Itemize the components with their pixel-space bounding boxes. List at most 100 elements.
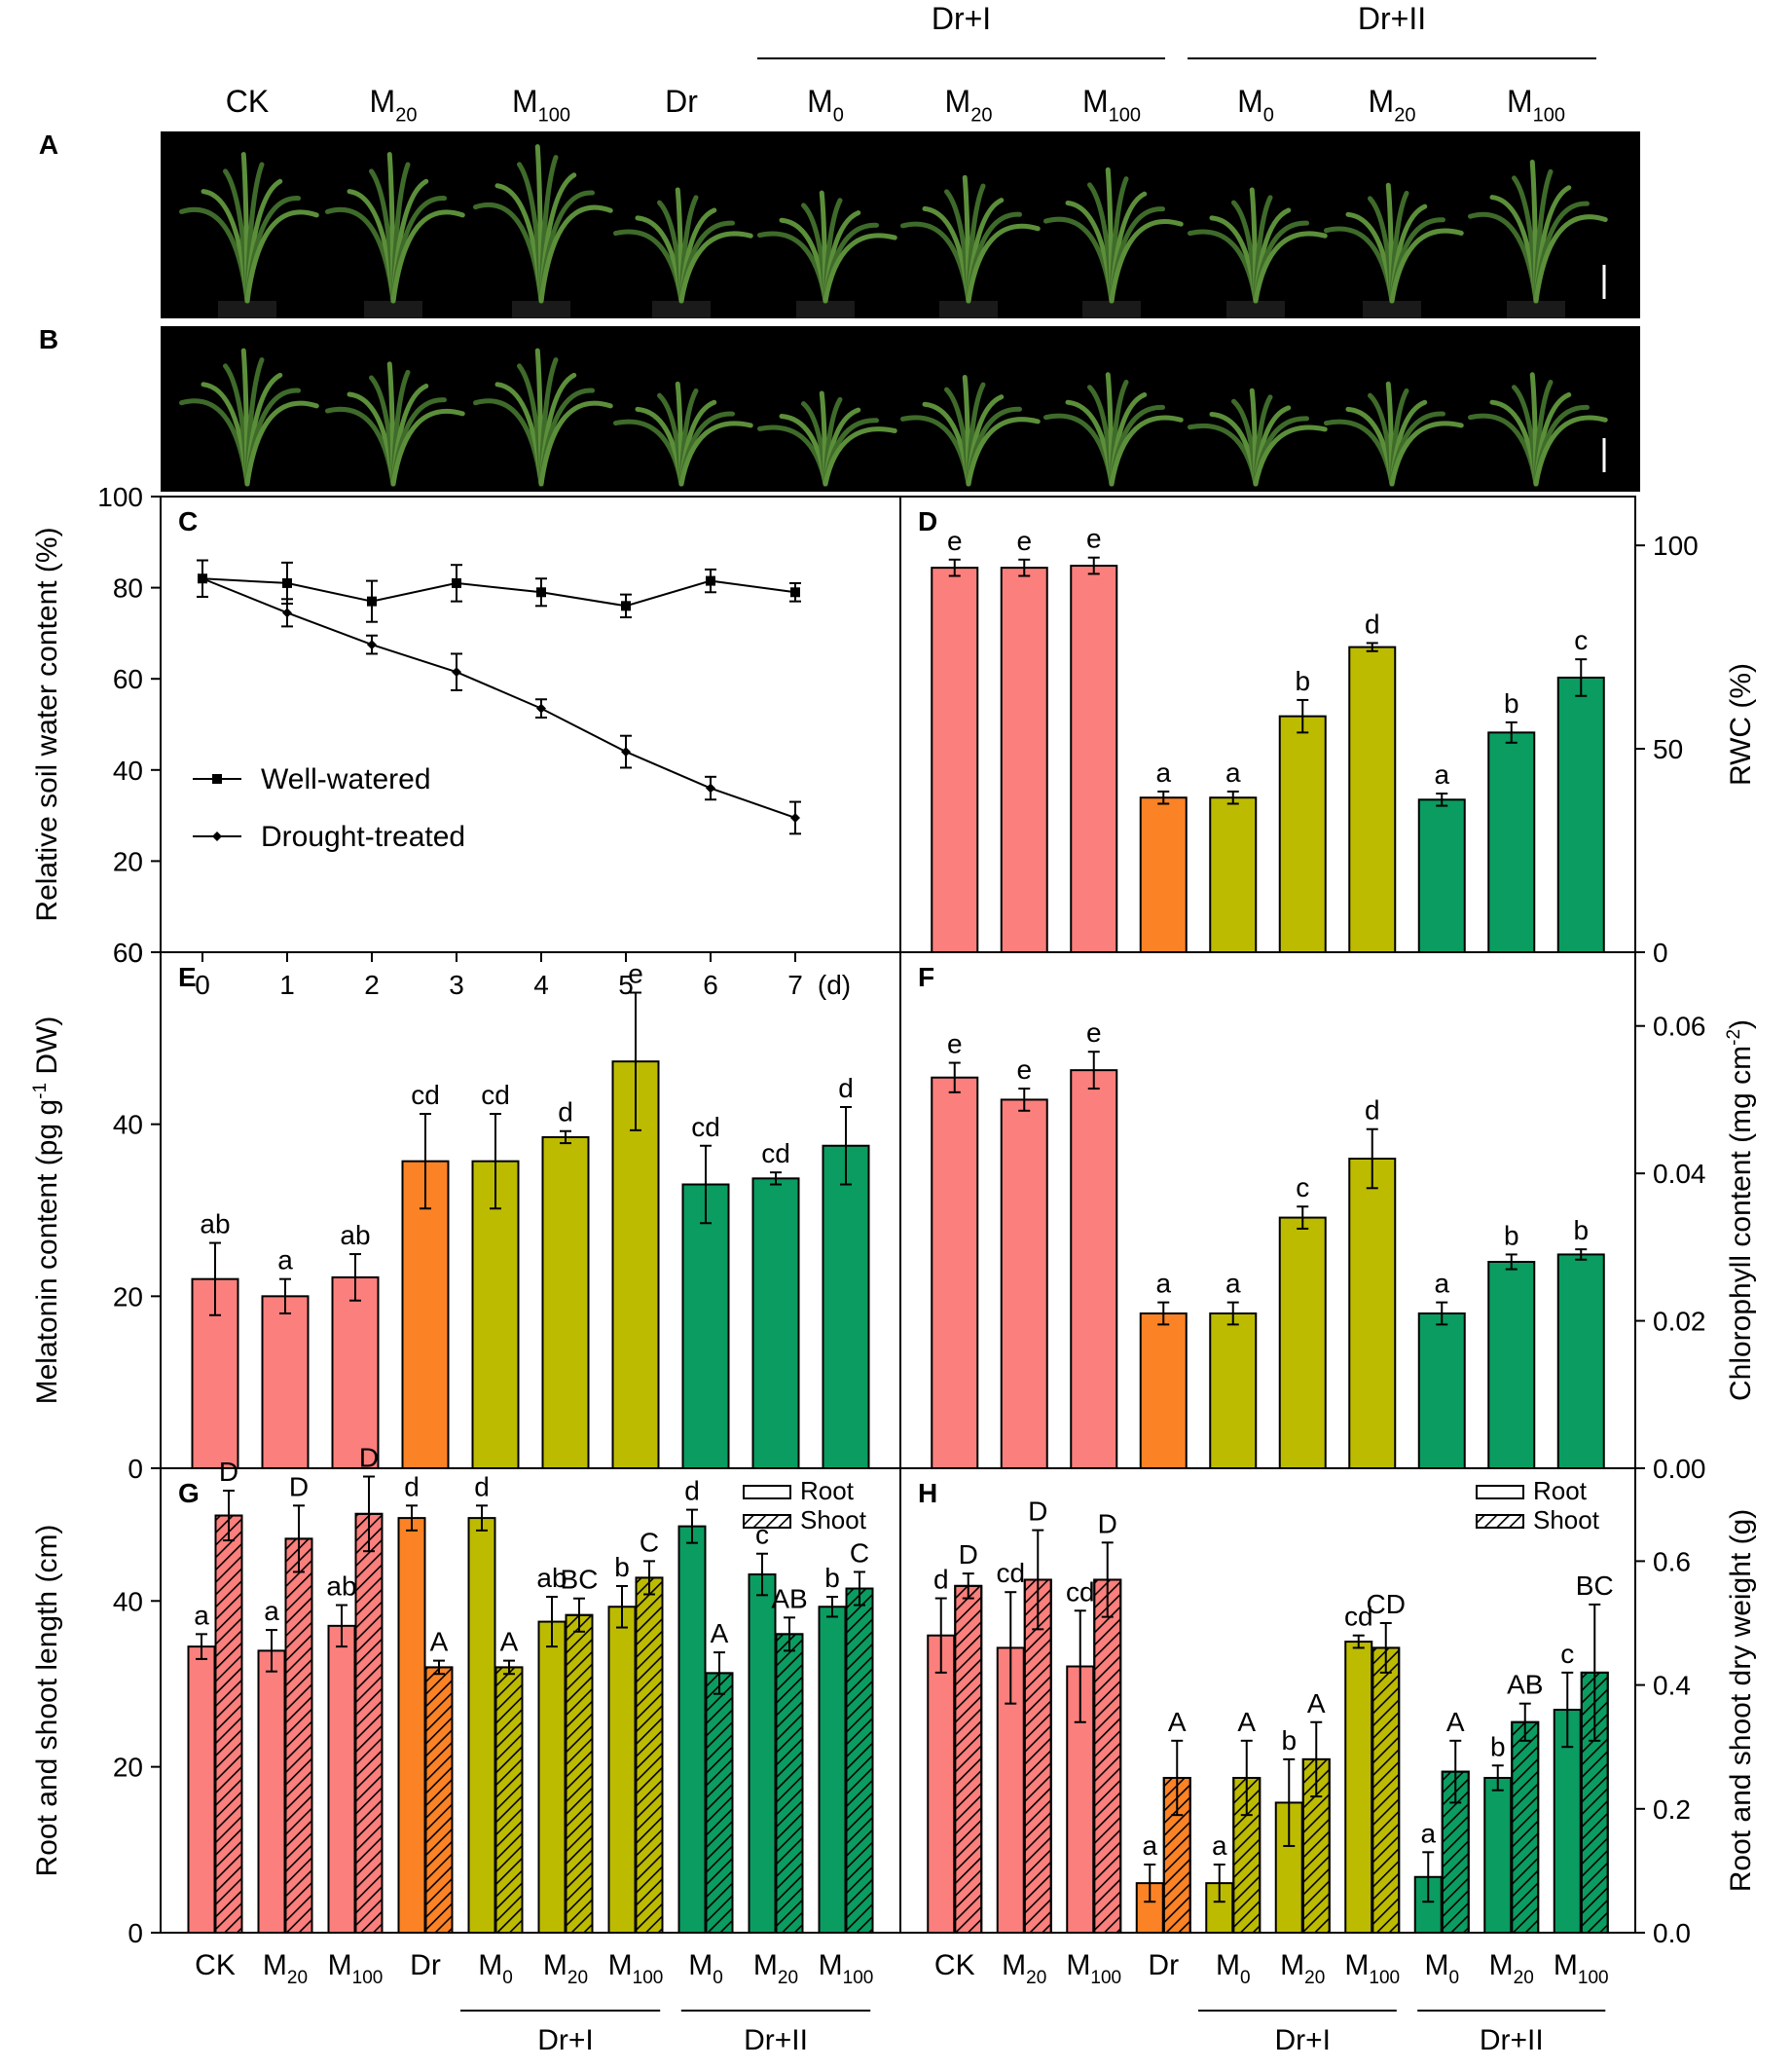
significance-letter: e: [1086, 524, 1102, 554]
significance-letter: b: [614, 1552, 630, 1582]
y-tick-label: 0.04: [1653, 1159, 1706, 1189]
bar-Root-Dr: [397, 1517, 426, 1935]
y-tick-label: 60: [113, 664, 143, 694]
y-axis-label-part: -1: [30, 1083, 51, 1099]
plant-leaf-icon: [1533, 214, 1608, 304]
plant-leaf-icon: [538, 204, 613, 304]
pot-icon: [796, 301, 855, 318]
photo-panels: AB: [39, 129, 1640, 492]
bar-Dr: [1139, 796, 1188, 954]
x-tick-label-DrI_M20: M20: [543, 1949, 588, 1988]
x-tick-label-DrI_M20-sub: 20: [567, 1968, 588, 1988]
bar-hatch-Dr+II M20: [1511, 1720, 1540, 1935]
data-point-Well-watered: [790, 587, 800, 598]
significance-letter: A: [1237, 1707, 1256, 1737]
data-point-Well-watered: [367, 596, 377, 607]
significance-letter: A: [430, 1627, 449, 1657]
significance-letter: a: [1434, 759, 1449, 790]
y-tick-label: 60: [113, 938, 143, 968]
bar-Dr+I M20: [541, 1135, 590, 1469]
legend-marker: [212, 831, 222, 841]
y-axis-label-part: Chlorophyll content (mg cm: [1725, 1046, 1757, 1401]
chart-panel-G: 0 20 40 Root and shoot length (cm) Ga a ab d d ab…: [31, 1443, 901, 2056]
data-point-Well-watered: [536, 587, 546, 598]
chart-panel-H: 0.0 0.2 0.4 0.6 Root and shoot dry weight (g…: [899, 1467, 1757, 2056]
pot-icon: [1507, 301, 1565, 318]
header-label-DrI_M100: M100: [1082, 84, 1141, 127]
bar-CK: [931, 567, 979, 953]
plant-leaf-icon: [1109, 415, 1184, 487]
x-tick-label-CK-main: CK: [934, 1949, 975, 1981]
header-label-Dr: Dr: [665, 84, 698, 119]
x-tick-label-DrI_M100-sub: 100: [633, 1968, 664, 1988]
bar-hatch-Dr+II M0: [705, 1672, 734, 1935]
data-point-Drought-treated: [452, 667, 461, 678]
significance-letter: cd: [1344, 1602, 1373, 1632]
bar-Dr+I M100: [1348, 1158, 1397, 1469]
header-label-DrI_M20-main: M: [945, 84, 971, 119]
plant-leaf-icon: [678, 231, 753, 304]
x-tick-label-DrI_M100-main: M: [608, 1949, 633, 1981]
significance-letter: D: [289, 1471, 309, 1501]
significance-letter: D: [1028, 1496, 1047, 1527]
significance-letter: AB: [771, 1583, 807, 1613]
pot-icon: [218, 301, 276, 318]
y-tick-label: 100: [97, 482, 143, 512]
significance-letter: BC: [561, 1565, 599, 1595]
significance-letter: A: [1307, 1688, 1326, 1718]
header-label-DrI_M20: M20: [945, 84, 993, 127]
plant-leaf-icon: [823, 233, 897, 304]
bar-M100: [331, 1275, 380, 1470]
significance-letter: d: [933, 1565, 949, 1595]
legend-label: Well-watered: [261, 763, 431, 795]
x-tick-label-DrII_M20: M20: [753, 1949, 798, 1988]
x-tick-label-DrI_M0-main: M: [1216, 1949, 1240, 1981]
significance-letter: e: [947, 526, 963, 556]
bar-Dr+I M20: [1278, 1216, 1327, 1469]
plant-leaf-icon: [1533, 415, 1608, 487]
photo-panel-label: A: [39, 129, 58, 160]
significance-letter: d: [1365, 609, 1380, 639]
plant-leaf-icon: [244, 209, 319, 304]
header-label-DrI_M100-sub: 100: [1109, 105, 1141, 127]
significance-letter: cd: [996, 1558, 1025, 1588]
y-tick-label: 0.4: [1653, 1671, 1691, 1701]
x-tick-label-DrI_M20-main: M: [543, 1949, 567, 1981]
x-tick-label-Dr: Dr: [410, 1949, 441, 1981]
bar-M20: [1000, 567, 1048, 953]
y-tick-label: 0.06: [1653, 1012, 1706, 1042]
significance-letter: cd: [481, 1080, 510, 1110]
header-label-M100: M100: [512, 84, 570, 127]
pot-icon: [364, 301, 422, 318]
y-tick-label: 0.02: [1653, 1307, 1706, 1337]
bar-Root-Dr+I M100: [607, 1606, 637, 1934]
significance-letter: D: [359, 1443, 379, 1473]
x-tick-label-DrI_M0-sub: 0: [502, 1968, 513, 1988]
x-tick-label-M100-sub: 100: [1090, 1968, 1121, 1988]
significance-letter: a: [1142, 1830, 1157, 1861]
data-point-Well-watered: [282, 577, 292, 588]
y-tick-label: 20: [113, 846, 143, 876]
x-tick-label-M100: M100: [1066, 1949, 1121, 1988]
plant-leaf-icon: [823, 426, 897, 487]
y-axis-label-part: ): [1725, 1019, 1757, 1029]
plant-leaf-icon: [1253, 425, 1328, 487]
bar-hatch-Dr+II M20: [775, 1633, 804, 1935]
significance-letter: d: [558, 1097, 573, 1127]
panel-letter: E: [178, 962, 197, 992]
data-point-Drought-treated: [282, 608, 292, 618]
header-bracket-label: Dr+II: [1358, 1, 1426, 36]
significance-letter: ab: [326, 1571, 356, 1602]
header-label-DrI_M0-main: M: [807, 84, 833, 119]
x-tick-label: 7: [787, 970, 803, 1000]
y-tick-label: 0.00: [1653, 1454, 1706, 1484]
panel-letter: C: [178, 506, 198, 536]
data-point-Drought-treated: [198, 573, 207, 584]
x-tick-label-CK: CK: [934, 1949, 975, 1981]
significance-letter: b: [1295, 666, 1310, 696]
data-point-Drought-treated: [706, 783, 715, 794]
significance-letter: d: [1365, 1095, 1380, 1126]
bar-Root-M100: [327, 1624, 356, 1934]
